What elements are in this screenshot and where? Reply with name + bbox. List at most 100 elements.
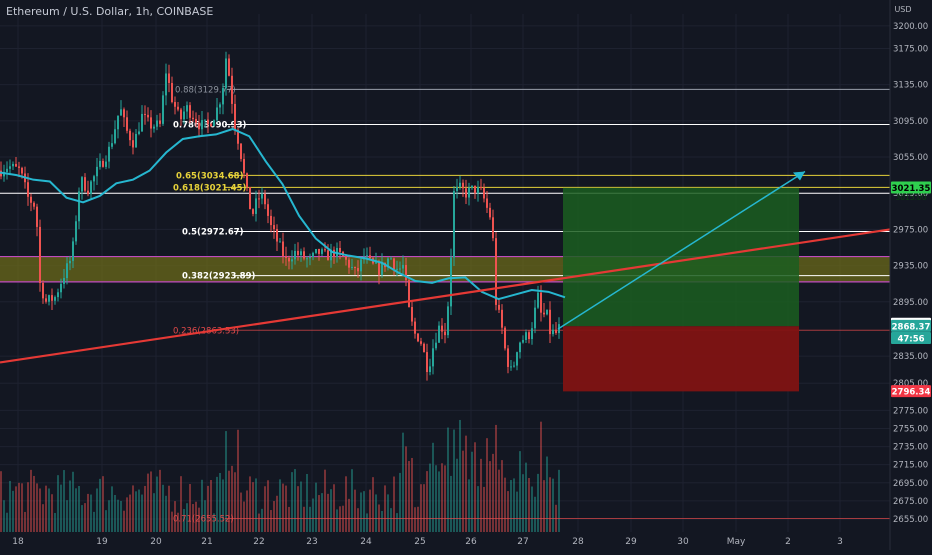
candle-body — [183, 111, 185, 120]
y-tick-label: 2735.00 — [893, 443, 928, 453]
candle-body — [492, 217, 494, 239]
position-profit-zone — [563, 187, 799, 327]
candle-body — [237, 129, 239, 144]
candle-body — [321, 249, 323, 254]
candle-body — [111, 143, 113, 147]
candle-body — [129, 130, 131, 141]
volume-bar — [123, 510, 125, 532]
volume-bar — [6, 512, 8, 532]
candle-body — [273, 225, 275, 230]
candle-body — [519, 342, 521, 353]
volume-bar — [81, 505, 83, 532]
candle-body — [213, 120, 215, 127]
volume-bar — [186, 503, 188, 532]
x-tick-label: 30 — [677, 537, 689, 547]
candle-body — [396, 268, 398, 270]
y-tick-label: 2975.00 — [893, 225, 928, 235]
volume-bar — [549, 477, 551, 532]
candle-body — [327, 250, 329, 261]
candle-body — [471, 185, 473, 188]
y-tick-label: 2835.00 — [893, 352, 928, 362]
candle-body — [42, 282, 44, 299]
candle-body — [279, 241, 281, 243]
candle-body — [306, 258, 308, 260]
volume-bar — [210, 479, 212, 532]
volume-bar — [264, 486, 266, 532]
volume-bar — [384, 485, 386, 532]
candle-body — [390, 258, 392, 260]
volume-bar — [348, 498, 350, 532]
volume-bar — [327, 493, 329, 532]
volume-bar — [15, 486, 17, 532]
candle-body — [3, 172, 5, 177]
candle-body — [114, 129, 116, 144]
overlay-price-label: 3015.00 — [895, 193, 926, 202]
volume-bar — [195, 501, 197, 532]
volume-bar — [423, 484, 425, 532]
volume-bar — [498, 469, 500, 532]
volume-bar — [252, 482, 254, 532]
candle-body — [357, 268, 359, 272]
candle-body — [132, 140, 134, 148]
volume-bar — [417, 506, 419, 532]
volume-bar — [315, 482, 317, 532]
volume-bar — [279, 479, 281, 532]
candle-body — [549, 309, 551, 335]
candle-body — [192, 117, 194, 119]
projection-arrow-line — [557, 170, 806, 330]
y-tick-label: 3095.00 — [893, 117, 928, 127]
candle-body — [348, 259, 350, 268]
volume-bar — [522, 474, 524, 532]
candle-body — [123, 109, 125, 118]
volume-bar — [486, 438, 488, 532]
volume-bar — [504, 477, 506, 532]
candle-body — [51, 295, 53, 301]
candle-body — [291, 259, 293, 262]
volume-bar — [462, 450, 464, 532]
y-tick-label: 2695.00 — [893, 479, 928, 489]
candle-body — [27, 182, 29, 197]
x-tick-label: 28 — [572, 537, 584, 547]
volume-bar — [45, 485, 47, 532]
candle-body — [81, 177, 83, 192]
candle-body — [510, 366, 512, 368]
volume-bar — [90, 494, 92, 532]
projection-arrowhead — [793, 171, 805, 181]
volume-bar — [468, 479, 470, 532]
candle-body — [165, 73, 167, 96]
moving-average-line — [0, 127, 566, 301]
candle-body — [72, 241, 74, 261]
candle-body — [501, 309, 503, 328]
y-tick-label: 3200.00 — [893, 22, 928, 32]
candle-body — [324, 249, 326, 251]
candle-body — [60, 283, 62, 293]
volume-bar — [363, 491, 365, 532]
x-tick-label: 18 — [12, 537, 24, 547]
volume-bar — [366, 513, 368, 532]
candle-body — [552, 329, 554, 335]
candle-body — [399, 268, 401, 270]
candle-body — [171, 82, 173, 103]
volume-bar — [207, 485, 209, 532]
candle-body — [270, 215, 272, 226]
candle-body — [522, 339, 524, 343]
volume-bar — [411, 457, 413, 532]
candle-body — [315, 248, 317, 253]
symbol-label: Ethereum / U.S. Dollar, 1h, COINBASE — [6, 5, 214, 18]
volume-bar — [261, 508, 263, 532]
candle-body — [96, 166, 98, 177]
x-tick-label: 24 — [360, 537, 372, 547]
volume-bar — [273, 501, 275, 532]
volume-bar — [213, 513, 215, 532]
candle-body — [36, 206, 38, 227]
volume-bar — [117, 499, 119, 532]
volume-bar — [120, 500, 122, 532]
candle-body — [78, 191, 80, 222]
volume-bar — [372, 477, 374, 532]
candle-body — [261, 193, 263, 199]
volume-bar — [216, 476, 218, 532]
candle-body — [537, 292, 539, 308]
candle-body — [339, 247, 341, 252]
